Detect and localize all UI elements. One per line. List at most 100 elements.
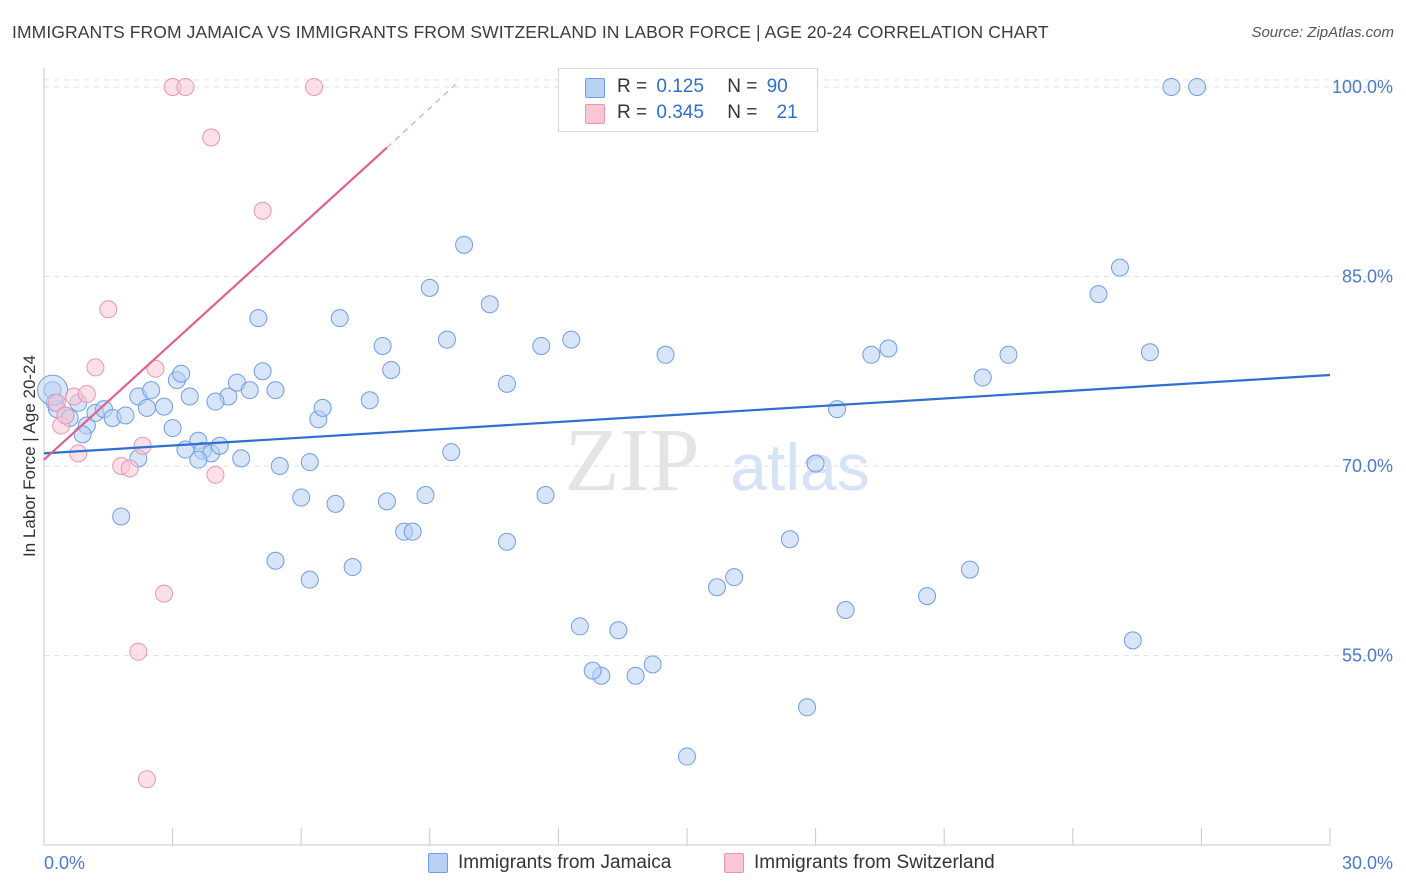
legend-r-value: 0.345 [656, 102, 704, 123]
jamaica-point [377, 492, 396, 511]
bottom-legend-label-jamaica: Immigrants from Jamaica [458, 852, 672, 873]
jamaica-point [240, 381, 259, 400]
jamaica-point [313, 398, 332, 417]
gridlines [44, 79, 1394, 656]
jamaica-point [189, 450, 208, 469]
bottom-legend-label-switzerland: Immigrants from Switzerland [754, 852, 995, 873]
switzerland-point [155, 584, 174, 603]
switzerland-point [129, 642, 148, 661]
jamaica-point [330, 309, 349, 328]
legend-r-value: 0.125 [656, 76, 704, 97]
watermark-atlas: atlas [730, 430, 869, 504]
switzerland-point [99, 300, 118, 319]
switzerland-point [305, 77, 324, 96]
switzerland-point [47, 393, 66, 412]
jamaica-point [1188, 77, 1207, 96]
x-tick-label-min: 0.0% [44, 853, 85, 873]
switzerland-point [146, 359, 165, 378]
jamaica-point [643, 655, 662, 674]
jamaica-point [300, 570, 319, 589]
legend-swatch-jamaica [585, 78, 605, 98]
jamaica-point [570, 617, 589, 636]
y-tick-label: 70.0% [1342, 456, 1393, 476]
jamaica-point [960, 560, 979, 579]
jamaica-point [497, 532, 516, 551]
switzerland-point [120, 459, 139, 478]
watermark: ZIP atlas [565, 411, 870, 510]
legend-n-label: N = [727, 76, 758, 97]
legend-n-value: 90 [766, 76, 788, 97]
jamaica-point [232, 449, 251, 468]
jamaica-point [708, 578, 727, 597]
axes [43, 68, 1331, 846]
bottom-legend-swatch-jamaica [428, 853, 448, 873]
jamaica-point [497, 374, 516, 393]
jamaica-point [609, 621, 628, 640]
y-tick-label: 100.0% [1332, 77, 1393, 97]
trend-lines [43, 83, 1331, 461]
jamaica-trend-line [43, 373, 1331, 455]
jamaica-point [973, 368, 992, 387]
jamaica-point [780, 530, 799, 549]
jamaica-point [626, 666, 645, 685]
jamaica-point [420, 278, 439, 297]
bottom-legend-swatch-switzerland [724, 853, 744, 873]
jamaica-point [155, 397, 174, 416]
switzerland-trend-extension [386, 83, 456, 149]
switzerland-point [56, 406, 75, 425]
jamaica-point [1140, 343, 1159, 362]
correlation-legend: R = 0.125 N = 90 R = 0.345 N = 21 [558, 68, 818, 132]
chart-title: IMMIGRANTS FROM JAMAICA VS IMMIGRANTS FR… [12, 22, 1049, 42]
jamaica-point [1089, 285, 1108, 304]
jamaica-point [270, 456, 289, 475]
jamaica-point [806, 454, 825, 473]
jamaica-point [828, 400, 847, 419]
series-jamaica-points [37, 77, 1207, 766]
switzerland-point [202, 128, 221, 147]
jamaica-point [172, 364, 191, 383]
jamaica-point [678, 747, 696, 766]
y-tick-label: 55.0% [1342, 645, 1393, 665]
jamaica-point [300, 453, 319, 472]
jamaica-point [137, 398, 156, 417]
jamaica-point [266, 551, 285, 570]
jamaica-point [266, 381, 285, 400]
switzerland-point [86, 358, 105, 377]
jamaica-point [180, 387, 199, 406]
switzerland-point [253, 201, 272, 220]
jamaica-point [879, 339, 898, 358]
jamaica-point [437, 330, 456, 349]
jamaica-point [562, 330, 581, 349]
jamaica-point [112, 507, 131, 526]
jamaica-point [116, 406, 135, 425]
jamaica-point [918, 587, 937, 606]
jamaica-point [416, 486, 435, 505]
jamaica-point [583, 661, 602, 680]
chart-source: Source: ZipAtlas.com [1251, 24, 1394, 41]
jamaica-point [480, 295, 499, 314]
jamaica-point [326, 494, 345, 513]
jamaica-point [249, 309, 268, 328]
jamaica-point [532, 336, 551, 355]
legend-n-value: 21 [776, 102, 798, 123]
legend-n-label: N = [727, 102, 758, 123]
y-tick-labels: 55.0% 70.0% 85.0% 100.0% [1332, 77, 1393, 666]
jamaica-point [382, 360, 401, 379]
jamaica-point [163, 419, 182, 438]
switzerland-point [206, 465, 225, 484]
jamaica-point [253, 362, 272, 381]
legend-r-label: R = [617, 102, 648, 123]
switzerland-point [137, 770, 156, 789]
jamaica-point [798, 698, 817, 717]
jamaica-point [442, 443, 461, 462]
jamaica-point [836, 601, 855, 620]
jamaica-point [142, 381, 161, 400]
jamaica-point [343, 558, 362, 577]
switzerland-point [69, 444, 88, 463]
watermark-zip: ZIP [565, 411, 700, 510]
jamaica-point [73, 425, 92, 444]
jamaica-point [725, 568, 744, 587]
jamaica-point [373, 336, 392, 355]
jamaica-point [1110, 258, 1129, 277]
